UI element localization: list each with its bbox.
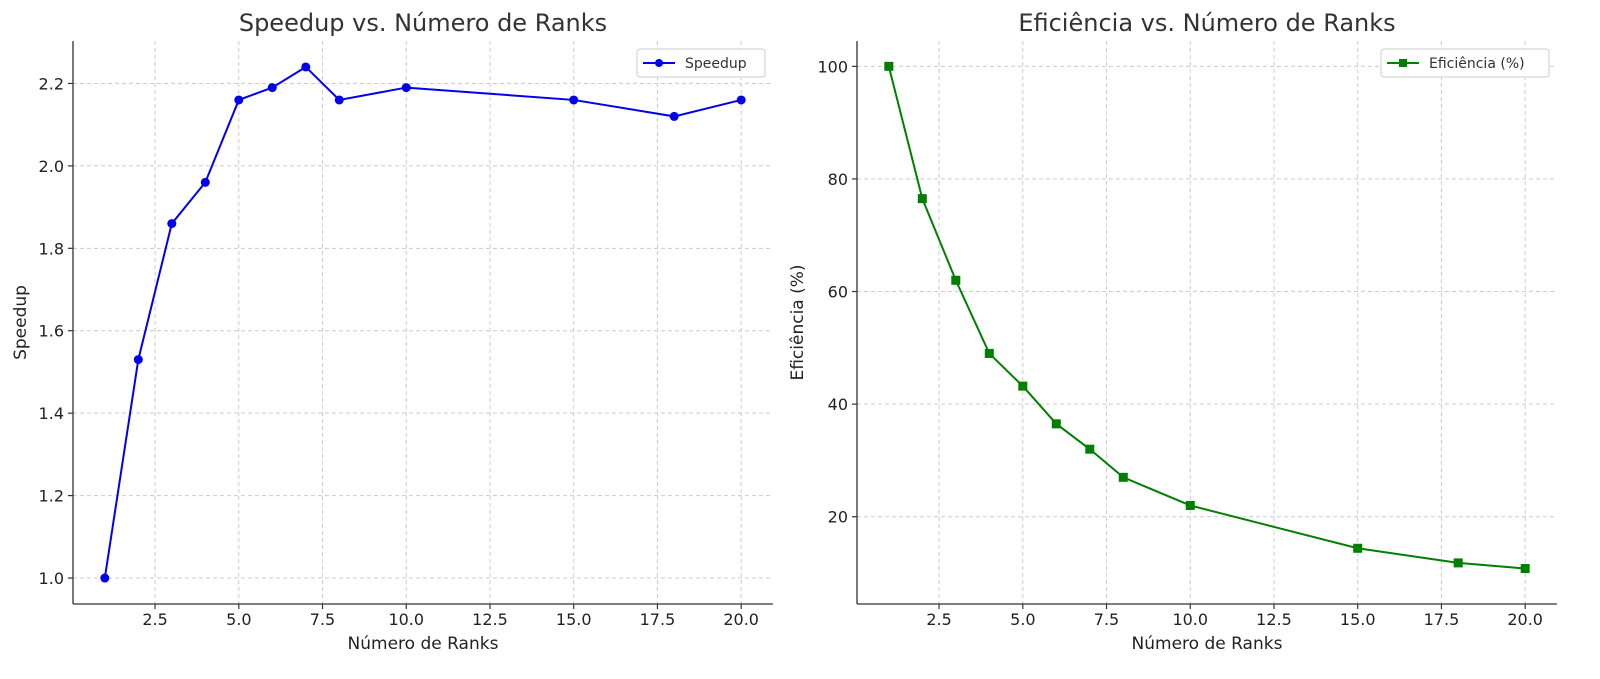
- data-point: [1018, 381, 1028, 391]
- x-tick-label: 5.0: [1010, 610, 1035, 629]
- legend-marker: [655, 59, 663, 67]
- y-tick-label: 1.8: [39, 239, 64, 258]
- data-point: [1185, 500, 1195, 510]
- data-point: [267, 83, 277, 93]
- data-point: [884, 61, 894, 71]
- data-point: [1353, 543, 1363, 553]
- y-tick-label: 80: [828, 170, 848, 189]
- x-axis-label: Número de Ranks: [348, 634, 499, 654]
- data-point: [569, 95, 579, 105]
- data-point: [669, 111, 679, 121]
- y-axis-label: Speedup: [11, 285, 31, 360]
- data-point: [167, 219, 177, 229]
- x-tick-label: 10.0: [388, 610, 424, 629]
- data-point: [1118, 472, 1128, 482]
- data-point: [951, 275, 961, 285]
- x-tick-label: 7.5: [310, 610, 335, 629]
- y-axis-label: Eficiência (%): [788, 264, 808, 380]
- y-tick-label: 1.4: [39, 404, 64, 423]
- data-point: [334, 95, 344, 105]
- y-tick-label: 1.2: [39, 487, 64, 506]
- y-tick-label: 2.0: [39, 157, 64, 176]
- x-tick-label: 2.5: [142, 610, 167, 629]
- x-tick-label: 10.0: [1172, 610, 1208, 629]
- data-point: [1085, 444, 1095, 454]
- speedup-chart: 2.5 5.0 7.5 10.0 12.5 15.0 17.5 20.0 1.0 1.2 1.4 1.…: [11, 9, 773, 654]
- data-point: [1453, 558, 1463, 568]
- data-point: [234, 95, 244, 105]
- legend-box: [636, 48, 766, 78]
- y-tick-label: 40: [828, 395, 848, 414]
- chart-title: Eficiência vs. Número de Ranks: [1018, 9, 1395, 37]
- legend-box: [1380, 48, 1550, 78]
- efficiency-chart: 2.5 5.0 7.5 10.0 12.5 15.0 17.5 20.0 20 40 60 80 100…: [788, 9, 1557, 654]
- x-tick-label: 15.0: [556, 610, 592, 629]
- y-tick-label: 20: [828, 508, 848, 527]
- x-axis-label: Número de Ranks: [1132, 634, 1283, 654]
- legend: Speedup: [636, 48, 766, 78]
- x-tick-label: 20.0: [723, 610, 759, 629]
- x-tick-label: 17.5: [1424, 610, 1460, 629]
- x-tick-label: 7.5: [1094, 610, 1119, 629]
- x-tick-label: 20.0: [1507, 610, 1543, 629]
- x-tick-label: 5.0: [226, 610, 251, 629]
- data-point: [1051, 419, 1061, 429]
- y-tick-label: 100: [817, 57, 848, 76]
- series-line: [103, 65, 742, 579]
- series-line: [887, 66, 1526, 570]
- data-point: [200, 177, 210, 187]
- data-point: [301, 62, 311, 72]
- data-point: [401, 83, 411, 93]
- legend: Eficiência (%): [1380, 48, 1550, 78]
- x-tick-label: 17.5: [640, 610, 676, 629]
- legend-label: Speedup: [685, 56, 747, 72]
- y-tick-label: 2.2: [39, 74, 64, 93]
- data-point: [100, 573, 110, 583]
- data-point: [1520, 564, 1530, 574]
- data-point: [917, 194, 927, 204]
- x-tick-label: 12.5: [472, 610, 508, 629]
- data-point: [984, 348, 994, 358]
- y-tick-label: 60: [828, 283, 848, 302]
- data-point: [736, 95, 746, 105]
- y-tick-label: 1.6: [39, 322, 64, 341]
- x-tick-label: 15.0: [1340, 610, 1376, 629]
- y-tick-label: 1.0: [39, 569, 64, 588]
- data-point: [133, 355, 143, 365]
- chart-title: Speedup vs. Número de Ranks: [239, 9, 607, 37]
- legend-label: Eficiência (%): [1429, 56, 1525, 72]
- legend-marker: [1399, 59, 1407, 67]
- x-tick-label: 12.5: [1256, 610, 1292, 629]
- x-tick-label: 2.5: [926, 610, 951, 629]
